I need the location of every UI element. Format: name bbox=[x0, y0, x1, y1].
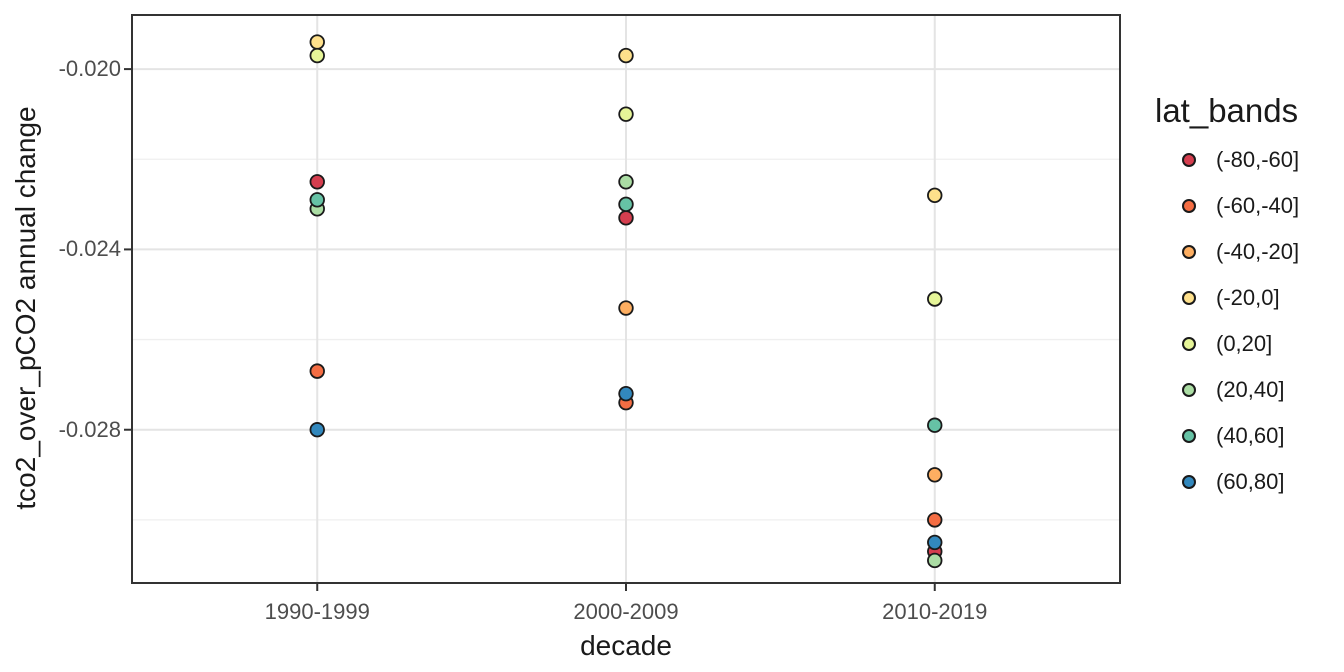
y-axis-title: tco2_over_pCO2 annual change bbox=[10, 106, 41, 510]
data-point bbox=[618, 196, 634, 213]
x-tick-label: 1990-1999 bbox=[264, 599, 370, 624]
data-point bbox=[618, 174, 634, 190]
legend-item: (-40,-20] bbox=[1155, 229, 1299, 275]
legend-label: (20,40] bbox=[1216, 377, 1285, 402]
y-tick-label: -0.028 bbox=[58, 416, 121, 442]
legend-key-icon bbox=[1182, 199, 1196, 213]
data-point bbox=[927, 534, 943, 551]
legend-title: lat_bands bbox=[1155, 92, 1299, 129]
data-point bbox=[927, 291, 943, 307]
data-point bbox=[309, 174, 325, 190]
data-point bbox=[618, 385, 634, 402]
data-point bbox=[618, 300, 634, 316]
data-point bbox=[927, 467, 943, 483]
legend-key-icon bbox=[1182, 245, 1196, 259]
data-point bbox=[309, 47, 325, 64]
legend-item: (60,80] bbox=[1155, 459, 1285, 505]
legend: lat_bands (-80,-60] (-60,-40] (-40,-20] (-2… bbox=[1155, 0, 1340, 672]
legend-item: (-60,-40] bbox=[1155, 183, 1299, 229]
legend-item: (-80,-60] bbox=[1155, 137, 1299, 183]
data-point bbox=[309, 422, 325, 438]
data-point bbox=[309, 34, 325, 50]
legend-key-icon bbox=[1182, 153, 1196, 167]
y-tick-label: -0.024 bbox=[58, 236, 121, 262]
legend-key-icon bbox=[1182, 337, 1196, 351]
legend-label: (0,20] bbox=[1216, 331, 1273, 356]
legend-key-icon bbox=[1182, 429, 1196, 443]
data-point bbox=[927, 417, 943, 433]
legend-label: (-60,-40] bbox=[1216, 193, 1300, 218]
y-tick-label: -0.020 bbox=[58, 56, 121, 82]
data-point bbox=[927, 552, 943, 569]
legend-item: (40,60] bbox=[1155, 413, 1285, 459]
x-tick-label: 2000-2009 bbox=[573, 599, 679, 624]
data-point bbox=[927, 187, 943, 204]
data-point bbox=[618, 210, 634, 226]
legend-item: (-20,0] bbox=[1155, 275, 1280, 321]
data-point bbox=[309, 363, 325, 379]
legend-label: (-80,-60] bbox=[1216, 147, 1300, 172]
legend-label: (60,80] bbox=[1216, 469, 1285, 494]
legend-item: (0,20] bbox=[1155, 321, 1272, 367]
legend-label: (-40,-20] bbox=[1216, 239, 1300, 264]
legend-key-icon bbox=[1182, 291, 1196, 305]
legend-label: (-20,0] bbox=[1216, 285, 1280, 310]
x-axis-title: decade bbox=[580, 630, 672, 661]
data-point bbox=[618, 47, 634, 64]
legend-label: (40,60] bbox=[1216, 423, 1285, 448]
legend-key-icon bbox=[1182, 475, 1196, 489]
data-point bbox=[927, 512, 943, 528]
x-tick-label: 2010-2019 bbox=[882, 599, 988, 624]
data-point bbox=[618, 106, 634, 122]
legend-key-icon bbox=[1182, 383, 1196, 397]
legend-item: (20,40] bbox=[1155, 367, 1285, 413]
data-point bbox=[309, 192, 325, 208]
